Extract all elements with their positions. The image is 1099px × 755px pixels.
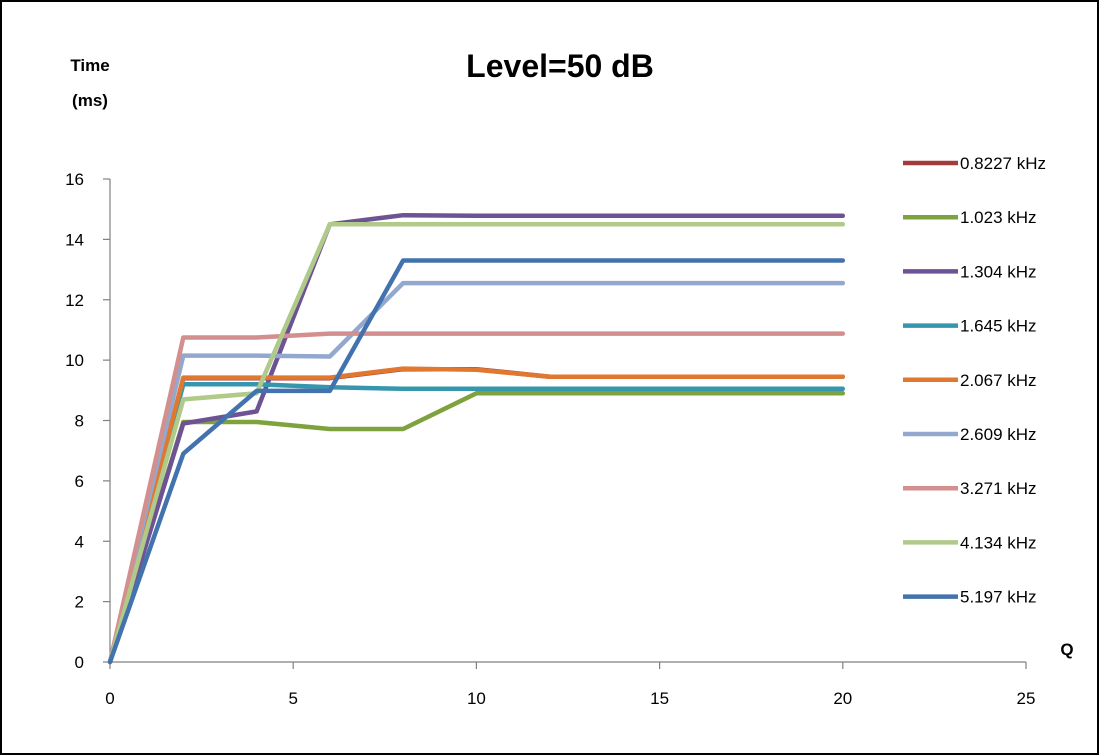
legend-label: 1.304 kHz [960,262,1037,281]
y-tick-label: 16 [65,170,84,189]
series-line-6 [107,280,846,665]
series-line-4 [107,382,846,665]
x-tick-label: 0 [105,689,114,708]
y-tick-label: 6 [75,472,84,491]
series-line-8 [107,222,846,665]
legend-label: 2.067 kHz [960,371,1037,390]
series-line-7 [107,331,846,665]
legend-label: 1.023 kHz [960,208,1037,227]
y-tick-label: 12 [65,291,84,310]
x-tick-label: 20 [833,689,852,708]
y-axis-title-line1: Time [70,56,109,75]
y-tick-label: 0 [75,653,84,672]
y-tick-label: 8 [75,412,84,431]
x-tick-label: 5 [288,689,297,708]
series-layer [107,212,846,665]
y-tick-label: 2 [75,593,84,612]
legend-label: 2.609 kHz [960,425,1037,444]
legend: 0.8227 kHz 1.023 kHz 1.304 kHz 1.645 kHz 2.0… [903,154,1046,607]
series-line-9 [107,258,846,665]
y-axis-title-line2: (ms) [72,91,108,110]
y-tick-label: 4 [75,532,84,551]
legend-label: 4.134 kHz [960,533,1037,552]
y-tick-label: 14 [65,230,84,249]
legend-label: 5.197 kHz [960,588,1037,607]
series-line-1 [107,366,846,665]
series-line-3 [107,212,846,665]
x-axis-title: Q [1060,640,1073,659]
x-tick-label: 10 [467,689,486,708]
x-tick-label: 25 [1017,689,1036,708]
chart-title: Level=50 dB [466,48,654,84]
legend-label: 1.645 kHz [960,317,1037,336]
y-tick-label: 10 [65,351,84,370]
series-line-2 [107,391,846,665]
legend-label: 3.271 kHz [960,479,1037,498]
axes: 0 2 4 6 8 10 12 14 16 0 5 10 15 20 25 [65,170,1035,708]
legend-label: 0.8227 kHz [960,154,1046,173]
x-tick-label: 15 [650,689,669,708]
series-line-5 [107,366,846,665]
